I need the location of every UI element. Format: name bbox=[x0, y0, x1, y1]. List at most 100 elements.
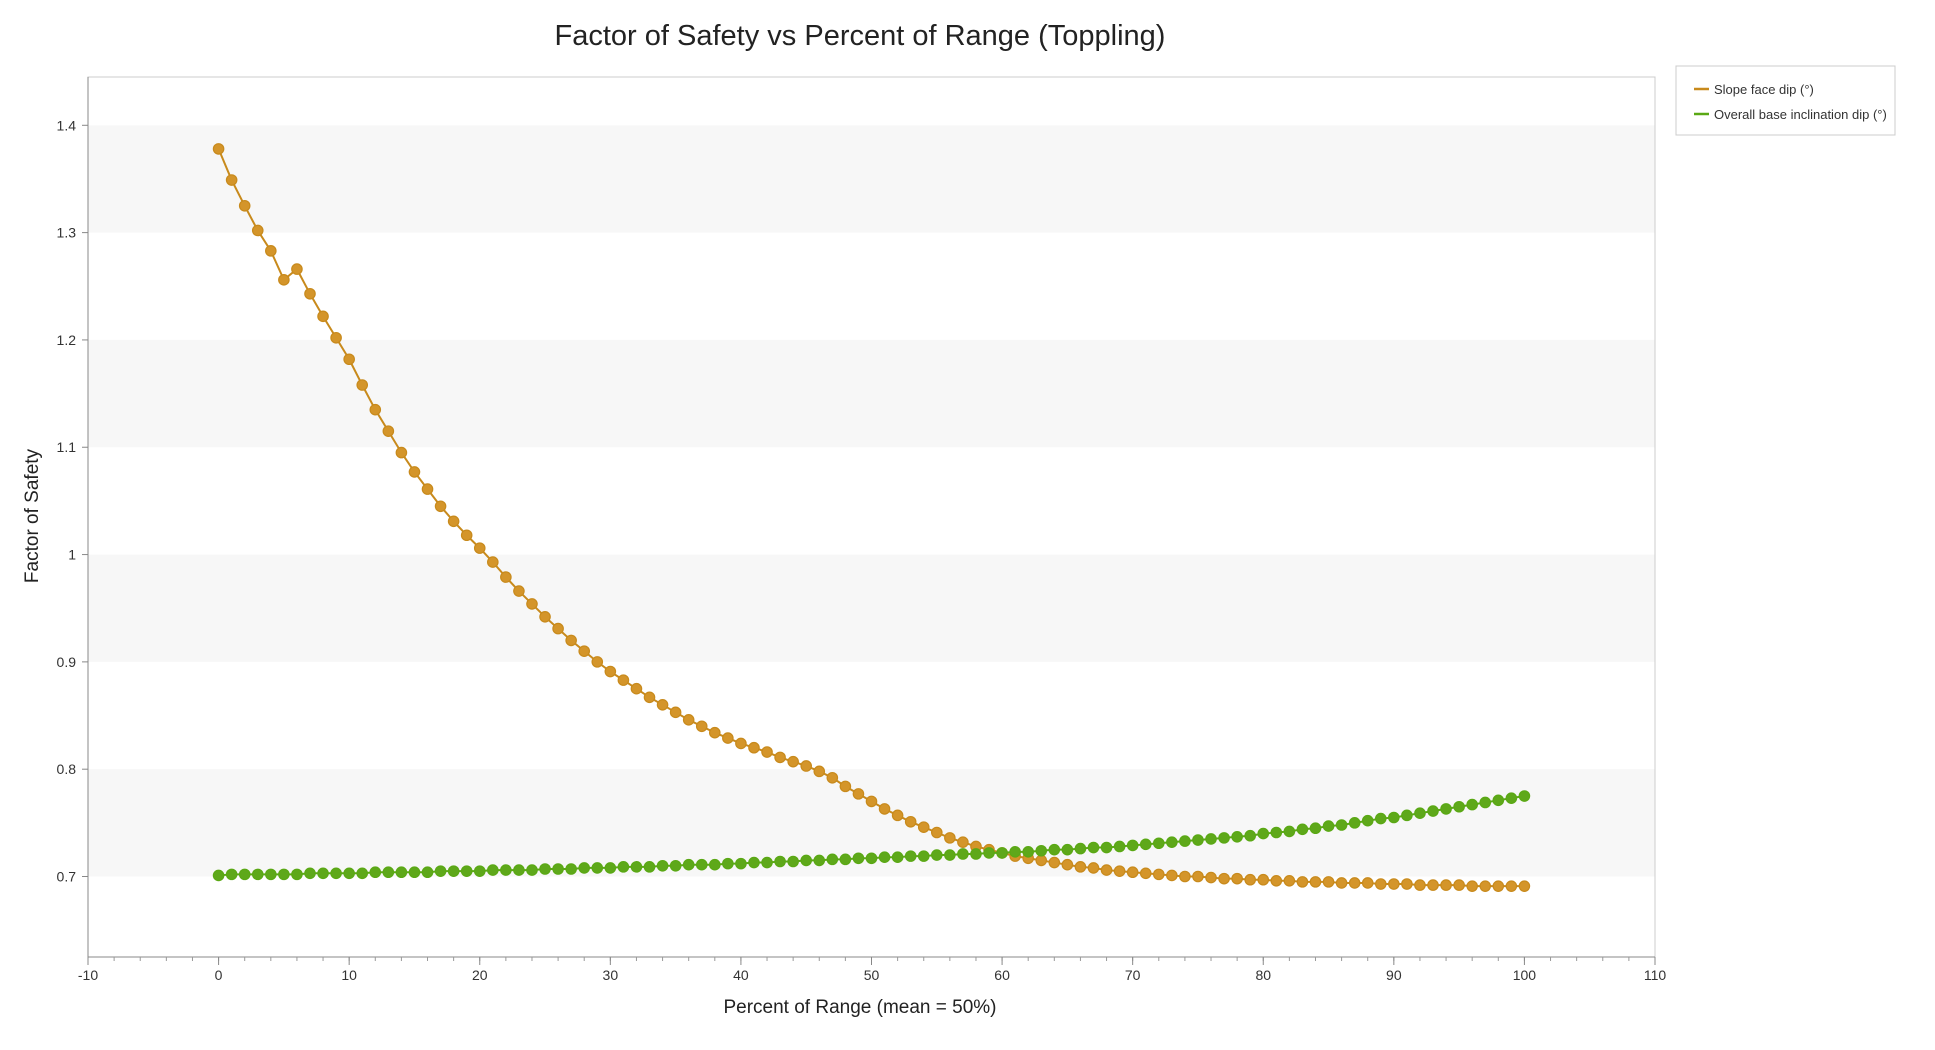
data-point[interactable] bbox=[1466, 798, 1478, 811]
data-point[interactable] bbox=[1205, 833, 1217, 845]
data-point[interactable] bbox=[708, 858, 721, 871]
data-point[interactable] bbox=[317, 867, 329, 880]
data-point[interactable] bbox=[513, 864, 525, 876]
data-point[interactable] bbox=[1401, 878, 1413, 890]
data-point[interactable] bbox=[460, 865, 473, 877]
data-point[interactable] bbox=[1505, 880, 1518, 892]
data-point[interactable] bbox=[708, 726, 721, 739]
data-point[interactable] bbox=[1427, 879, 1439, 891]
data-point[interactable] bbox=[944, 832, 956, 844]
data-point[interactable] bbox=[930, 849, 943, 861]
data-point[interactable] bbox=[735, 857, 747, 870]
data-point[interactable] bbox=[917, 850, 930, 862]
data-point[interactable] bbox=[957, 848, 969, 860]
data-point[interactable] bbox=[447, 515, 460, 528]
data-point[interactable] bbox=[1022, 846, 1034, 858]
data-point[interactable] bbox=[787, 755, 799, 768]
data-point[interactable] bbox=[839, 853, 852, 866]
data-point[interactable] bbox=[212, 869, 225, 882]
data-point[interactable] bbox=[643, 861, 656, 873]
data-point[interactable] bbox=[1152, 868, 1165, 881]
data-point[interactable] bbox=[330, 867, 342, 880]
data-point[interactable] bbox=[865, 795, 878, 808]
data-point[interactable] bbox=[1244, 829, 1256, 842]
data-point[interactable] bbox=[304, 867, 316, 880]
data-point[interactable] bbox=[1296, 876, 1309, 888]
data-point[interactable] bbox=[1231, 872, 1243, 885]
data-point[interactable] bbox=[1361, 877, 1374, 889]
data-point[interactable] bbox=[695, 720, 708, 733]
data-point[interactable] bbox=[917, 821, 930, 833]
data-point[interactable] bbox=[1205, 871, 1217, 884]
data-point[interactable] bbox=[826, 853, 839, 866]
data-point[interactable] bbox=[1335, 819, 1348, 831]
data-point[interactable] bbox=[643, 691, 656, 704]
data-point[interactable] bbox=[800, 760, 813, 772]
data-point[interactable] bbox=[212, 143, 225, 155]
data-point[interactable] bbox=[656, 859, 669, 872]
data-point[interactable] bbox=[265, 868, 277, 881]
data-point[interactable] bbox=[225, 868, 238, 881]
data-point[interactable] bbox=[1166, 869, 1178, 882]
data-point[interactable] bbox=[996, 847, 1008, 859]
data-point[interactable] bbox=[617, 674, 630, 686]
data-point[interactable] bbox=[1179, 835, 1191, 847]
data-point[interactable] bbox=[421, 483, 434, 495]
data-point[interactable] bbox=[1035, 854, 1048, 867]
data-point[interactable] bbox=[1139, 867, 1152, 880]
data-point[interactable] bbox=[238, 199, 251, 212]
data-point[interactable] bbox=[552, 622, 564, 635]
data-point[interactable] bbox=[970, 848, 982, 860]
data-point[interactable] bbox=[291, 868, 303, 881]
data-point[interactable] bbox=[1035, 844, 1048, 857]
data-point[interactable] bbox=[526, 598, 538, 610]
data-point[interactable] bbox=[630, 682, 643, 695]
data-point[interactable] bbox=[1309, 876, 1322, 888]
data-point[interactable] bbox=[382, 425, 395, 437]
data-point[interactable] bbox=[1322, 820, 1335, 832]
data-point[interactable] bbox=[865, 852, 878, 865]
data-point[interactable] bbox=[1348, 877, 1361, 889]
data-point[interactable] bbox=[1192, 870, 1204, 883]
data-point[interactable] bbox=[604, 665, 617, 678]
data-point[interactable] bbox=[1401, 809, 1413, 822]
data-point[interactable] bbox=[1113, 865, 1126, 877]
data-point[interactable] bbox=[500, 571, 512, 583]
data-point[interactable] bbox=[839, 780, 852, 793]
data-point[interactable] bbox=[813, 765, 826, 778]
data-point[interactable] bbox=[891, 809, 904, 822]
data-point[interactable] bbox=[1374, 812, 1387, 825]
data-point[interactable] bbox=[1100, 864, 1113, 876]
data-point[interactable] bbox=[669, 706, 682, 719]
data-point[interactable] bbox=[1061, 843, 1074, 856]
data-point[interactable] bbox=[1518, 880, 1531, 892]
data-point[interactable] bbox=[878, 803, 891, 815]
data-point[interactable] bbox=[291, 263, 303, 275]
data-point[interactable] bbox=[473, 865, 486, 877]
data-point[interactable] bbox=[1309, 822, 1322, 835]
data-point[interactable] bbox=[1048, 856, 1061, 869]
data-point[interactable] bbox=[539, 611, 551, 623]
data-point[interactable] bbox=[774, 751, 786, 764]
data-point[interactable] bbox=[1061, 858, 1074, 871]
data-point[interactable] bbox=[1270, 875, 1283, 887]
data-point[interactable] bbox=[500, 864, 512, 876]
data-point[interactable] bbox=[722, 857, 734, 870]
data-point[interactable] bbox=[1388, 878, 1400, 890]
data-point[interactable] bbox=[369, 866, 382, 879]
data-point[interactable] bbox=[761, 856, 773, 869]
data-point[interactable] bbox=[513, 585, 525, 597]
data-point[interactable] bbox=[487, 556, 499, 568]
data-point[interactable] bbox=[630, 861, 643, 873]
data-point[interactable] bbox=[251, 224, 264, 237]
data-point[interactable] bbox=[460, 529, 473, 542]
data-point[interactable] bbox=[761, 746, 773, 758]
data-point[interactable] bbox=[813, 854, 826, 867]
data-point[interactable] bbox=[904, 815, 917, 828]
data-point[interactable] bbox=[473, 542, 486, 554]
data-point[interactable] bbox=[265, 245, 277, 257]
data-point[interactable] bbox=[1479, 880, 1492, 892]
data-point[interactable] bbox=[1166, 836, 1178, 848]
data-point[interactable] bbox=[1388, 811, 1400, 824]
data-point[interactable] bbox=[1296, 823, 1309, 836]
